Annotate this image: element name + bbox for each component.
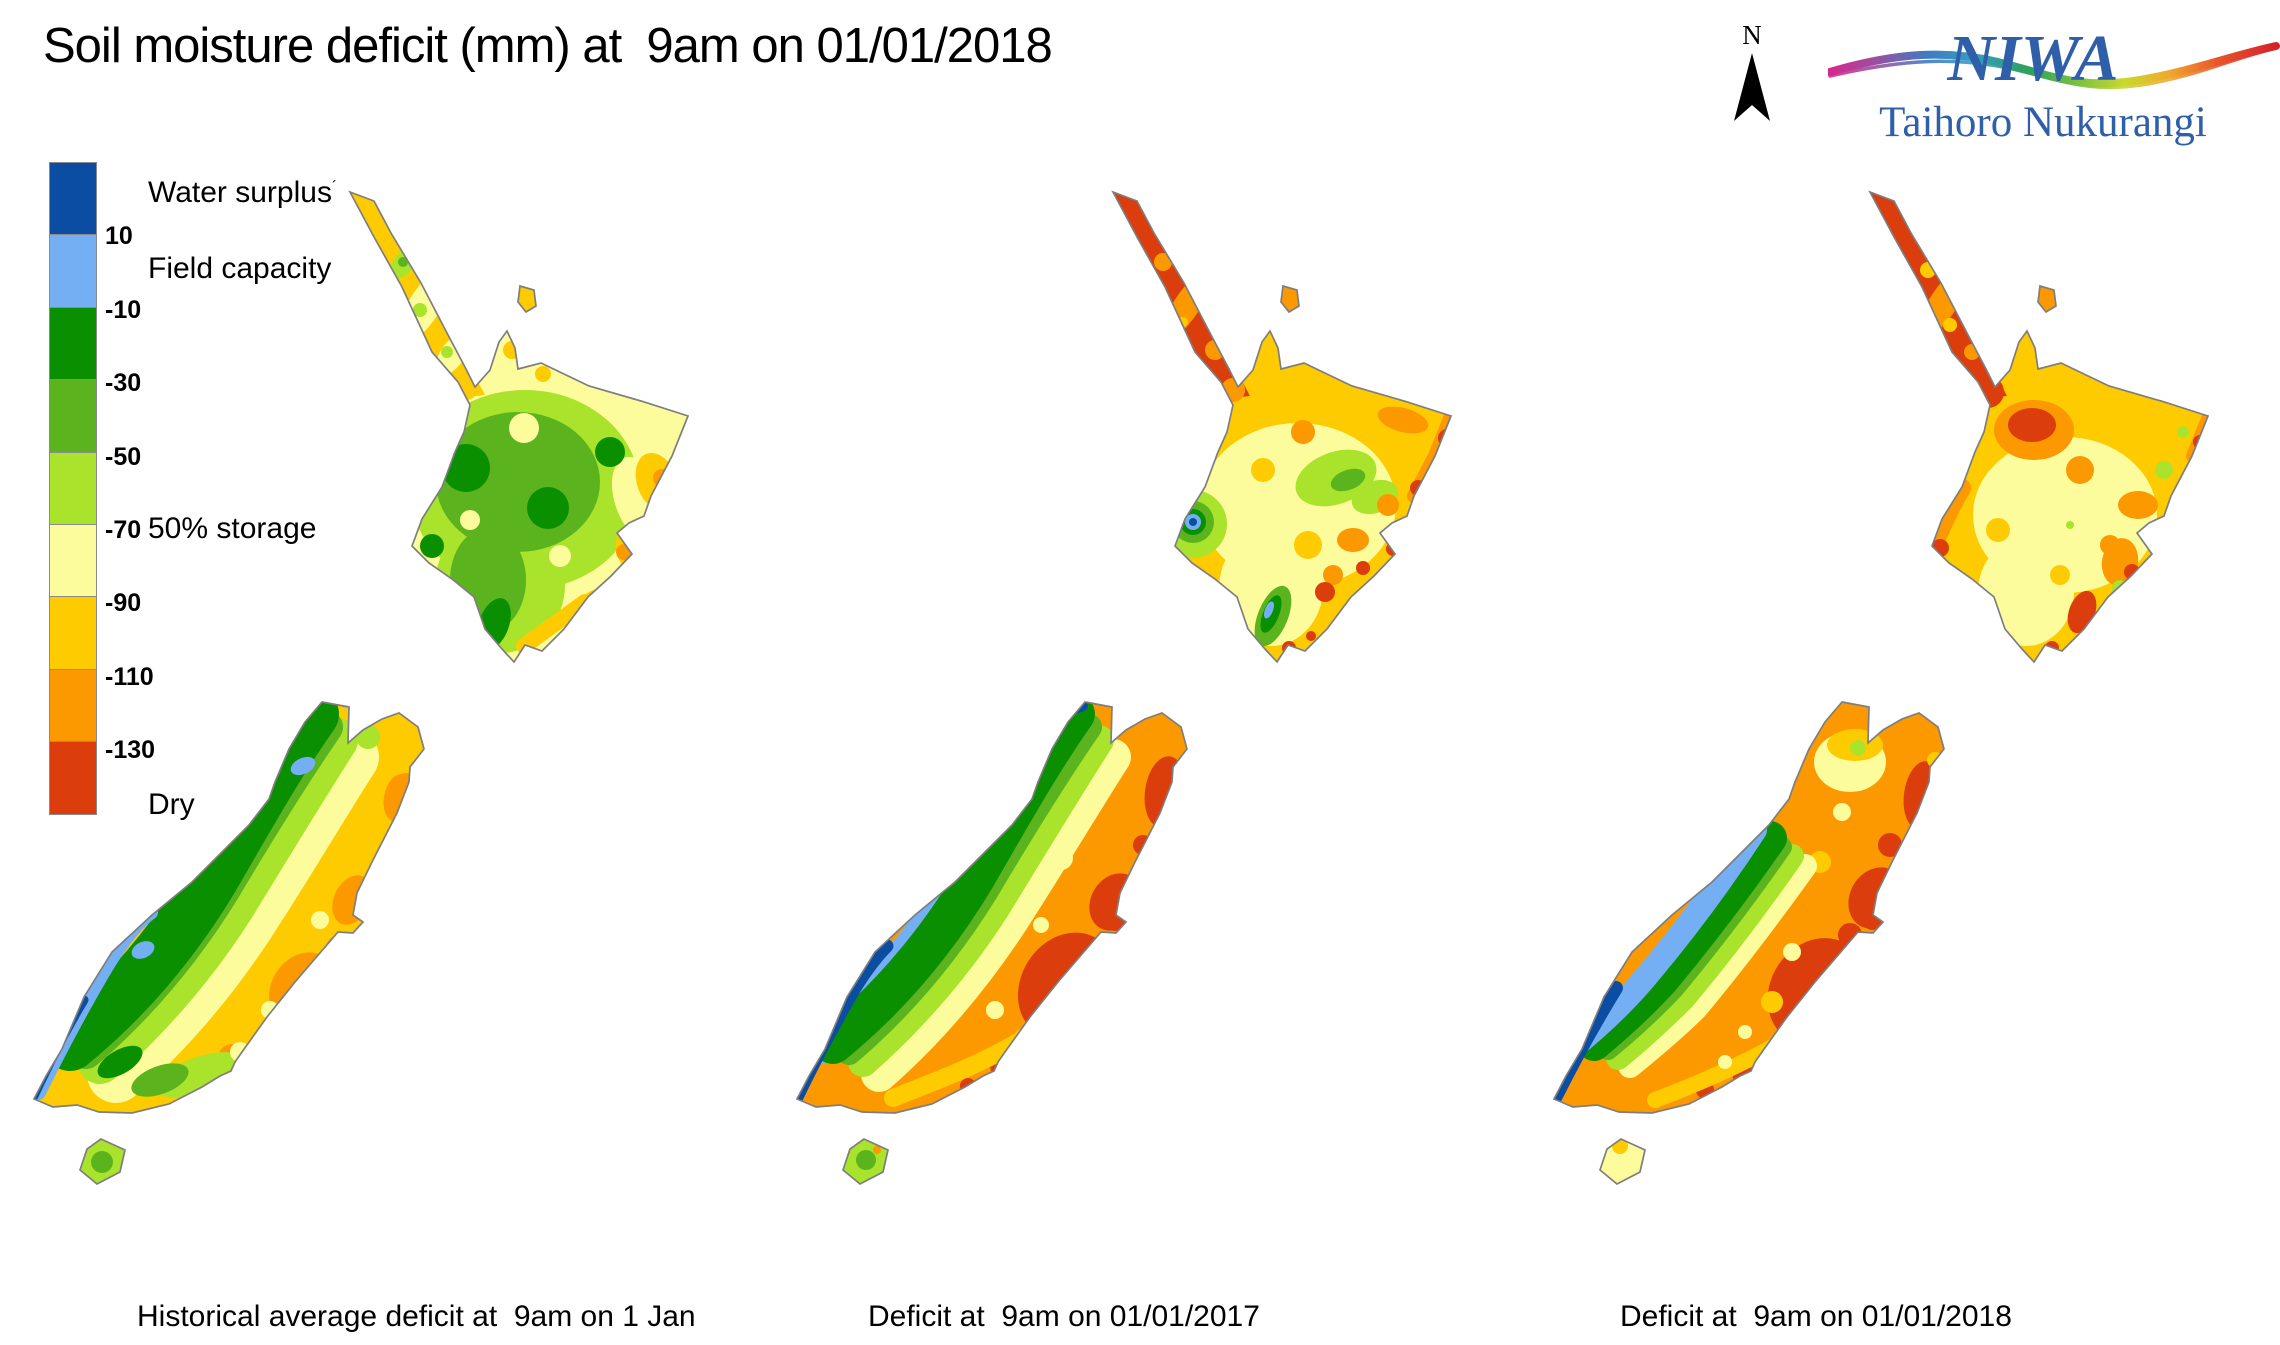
legend-colorbar: [49, 162, 97, 815]
logo-wordmark: NIWA: [1946, 22, 2118, 95]
footnote-mark: ´: [331, 178, 337, 195]
map-2017: [796, 191, 1452, 1185]
page-title: Soil moisture deficit (mm) at 9am on 01/…: [43, 19, 1053, 73]
niwa-logo-graphic: NIWA Taihoro Nukurangi: [1826, 22, 2280, 146]
legend-tick-10: 10: [105, 222, 133, 250]
legend-tick--70: -70: [105, 516, 142, 544]
north-label: N: [1742, 20, 1762, 50]
caption-2017: Deficit at 9am on 01/01/2017: [868, 1300, 1260, 1333]
legend-tick--10: -10: [105, 296, 142, 324]
legend-tick--90: -90: [105, 589, 142, 617]
niwa-logo: NIWA Taihoro Nukurangi: [1826, 6, 2280, 158]
legend-label-field-capacity: Field capacity: [148, 252, 332, 285]
legend-label-water-surplus: Water surplus´: [148, 176, 337, 209]
legend-swatch-water-surplus: [49, 162, 97, 236]
legend-label-dry: Dry: [148, 788, 195, 821]
legend-swatch-gold: [49, 596, 97, 670]
legend-swatch-mid-green: [49, 379, 97, 453]
legend-swatch-field-capacity: [49, 234, 97, 308]
rainbow-swoosh-echo: [1828, 46, 2278, 90]
north-arrow: N: [1722, 20, 1782, 140]
caption-2018: Deficit at 9am on 01/01/2018: [1620, 1300, 2012, 1333]
north-arrow-icon: [1734, 53, 1770, 121]
map-historical-average: [33, 191, 689, 1185]
legend-tick--130: -130: [105, 736, 156, 764]
legend-swatch-light-green: [49, 451, 97, 525]
logo-subtitle: Taihoro Nukurangi: [1879, 99, 2207, 146]
legend-swatch-orange: [49, 668, 97, 743]
legend-swatch-dark-green: [49, 306, 97, 381]
rainbow-swoosh: [1826, 42, 2280, 88]
legend-tick--110: -110: [105, 663, 154, 691]
legend-tick--50: -50: [105, 443, 142, 471]
map-2018: [1553, 191, 2209, 1185]
legend-swatch-dry: [49, 741, 97, 815]
legend-tick--30: -30: [105, 369, 142, 397]
legend-label-50-storage: 50% storage: [148, 512, 317, 545]
caption-historical: Historical average deficit at 9am on 1 J…: [137, 1300, 696, 1333]
